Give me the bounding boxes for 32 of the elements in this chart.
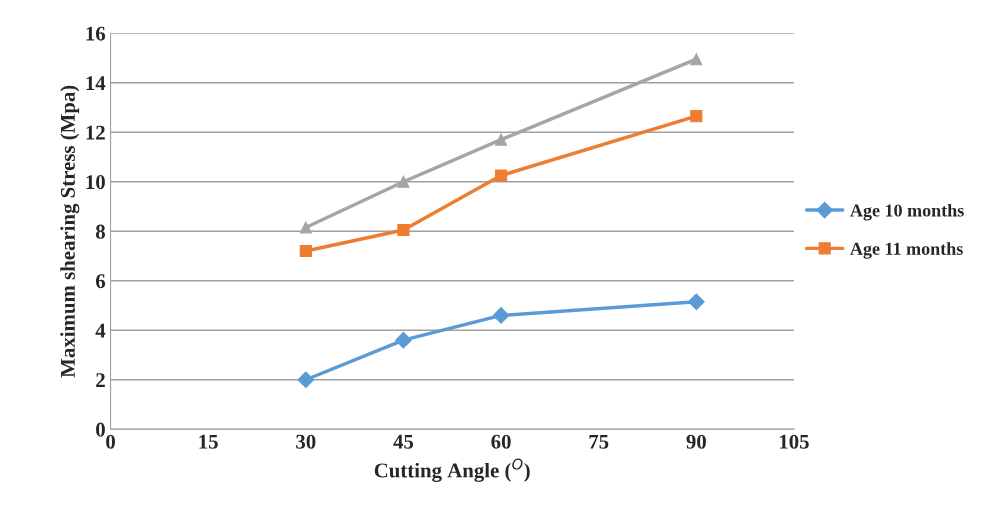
y-tick-label: 4 xyxy=(95,323,106,338)
point xyxy=(687,293,705,311)
y-tick-label: 6 xyxy=(95,274,106,289)
point xyxy=(395,331,412,349)
legend-label: Age 11 months xyxy=(850,242,963,259)
point xyxy=(299,244,312,258)
x-tick-label: 60 xyxy=(491,434,511,449)
point xyxy=(492,307,510,324)
y-axis-title: Maximum shearing Stress (Mpa) xyxy=(60,85,80,378)
x-tick-label: 15 xyxy=(199,434,218,449)
x-tick-label: 30 xyxy=(296,434,316,449)
point xyxy=(494,169,508,182)
point xyxy=(397,175,410,188)
x-axis-title: Cutting Angle ($^{O}$) xyxy=(374,458,530,482)
point xyxy=(494,133,508,146)
x-tick-label: 75 xyxy=(589,434,609,449)
point xyxy=(690,110,703,123)
y-tick-label: 10 xyxy=(86,175,105,190)
point xyxy=(299,221,312,234)
y-tick-label: 12 xyxy=(86,125,105,140)
point xyxy=(397,223,410,237)
point xyxy=(690,53,703,66)
point xyxy=(297,371,315,389)
x-tick-label: 45 xyxy=(393,434,414,449)
x-tick-label: 105 xyxy=(779,434,809,449)
y-tick-label: 0 xyxy=(96,422,105,437)
y-tick-label: 14 xyxy=(86,76,106,90)
x-tick-label: 90 xyxy=(686,434,706,449)
y-tick-label: 16 xyxy=(86,26,106,41)
legend-label: Age 10 months xyxy=(850,203,964,221)
y-tick-label: 8 xyxy=(95,224,105,239)
y-tick-label: 2 xyxy=(96,373,105,387)
